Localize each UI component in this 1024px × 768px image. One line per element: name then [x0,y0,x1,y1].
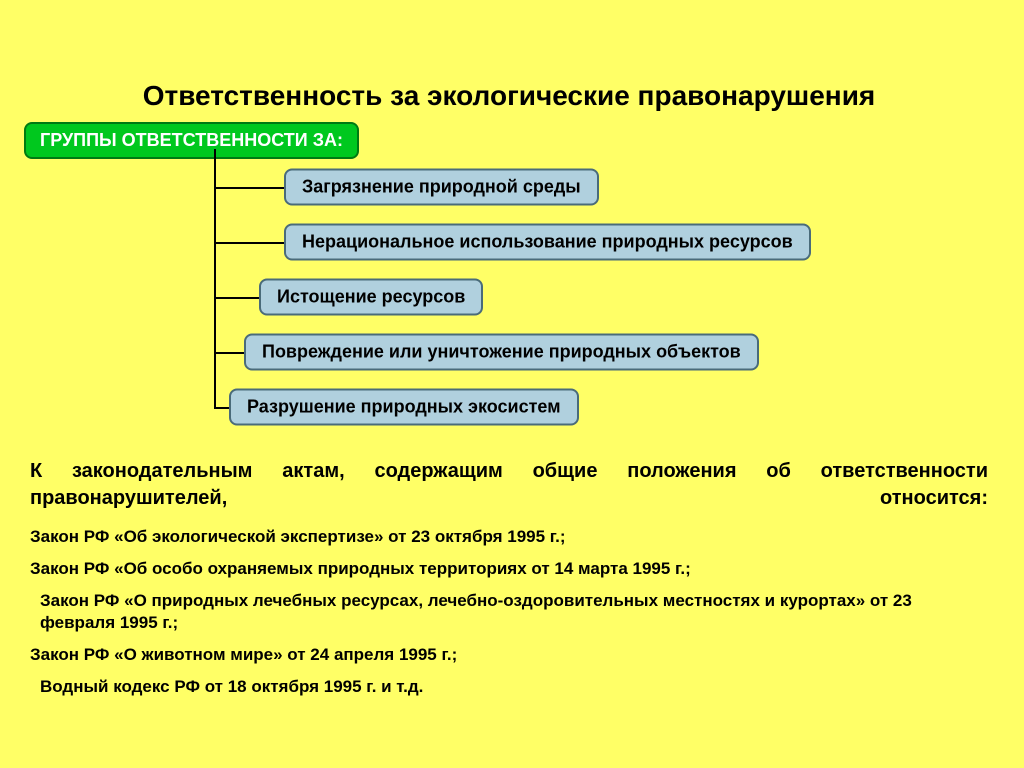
leaf-label: Загрязнение природной среды [302,176,581,196]
law-item: Закон РФ «Об особо охраняемых природных … [30,558,988,580]
branch-connector [214,407,229,409]
law-item: Закон РФ «О животном мире» от 24 апреля … [30,644,988,666]
leaf-label: Истощение ресурсов [277,286,465,306]
branches-container: Загрязнение природной среды Нерационально… [214,159,994,434]
branch-row: Нерациональное использование природных р… [214,214,994,269]
leaf-label: Разрушение природных экосистем [247,396,561,416]
slide: Ответственность за экологические правона… [0,0,1024,768]
law-item: Закон РФ «Об экологической экспертизе» о… [30,526,988,548]
hierarchy-diagram: ГРУППЫ ОТВЕТСТВЕННОСТИ ЗА: Загрязнение п… [24,122,994,434]
leaf-label: Повреждение или уничтожение природных об… [262,341,741,361]
leaf-node: Нерациональное использование природных р… [284,223,811,260]
branch-connector [214,352,244,354]
branch-row: Повреждение или уничтожение природных об… [214,324,994,379]
leaf-node: Разрушение природных экосистем [229,388,579,425]
branch-connector [214,242,284,244]
intro-paragraph: К законодательным актам, содержащим общи… [30,458,988,512]
branch-row: Загрязнение природной среды [214,159,994,214]
branch-connector [214,297,259,299]
law-list: Закон РФ «Об экологической экспертизе» о… [30,526,988,699]
law-item: Закон РФ «О природных лечебных ресурсах,… [30,590,988,634]
leaf-node: Загрязнение природной среды [284,168,599,205]
page-title: Ответственность за экологические правона… [24,80,994,112]
law-item: Водный кодекс РФ от 18 октября 1995 г. и… [30,676,988,698]
branch-row: Разрушение природных экосистем [214,379,994,434]
branch-connector [214,187,284,189]
leaf-label: Нерациональное использование природных р… [302,231,793,251]
body-text: К законодательным актам, содержащим общи… [24,458,994,699]
leaf-node: Повреждение или уничтожение природных об… [244,333,759,370]
branch-row: Истощение ресурсов [214,269,994,324]
root-label: ГРУППЫ ОТВЕТСТВЕННОСТИ ЗА: [40,130,343,150]
root-node: ГРУППЫ ОТВЕТСТВЕННОСТИ ЗА: [24,122,359,159]
leaf-node: Истощение ресурсов [259,278,483,315]
